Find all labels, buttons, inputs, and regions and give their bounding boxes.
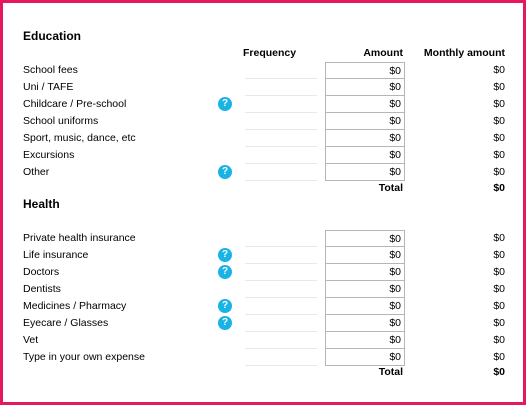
amount-input[interactable]: $0 <box>325 230 405 247</box>
expense-label: Dentists <box>23 283 61 295</box>
expense-label: Medicines / Pharmacy <box>23 300 127 312</box>
monthly-amount-value: $0 <box>493 317 505 329</box>
monthly-amount-value: $0 <box>493 81 505 93</box>
expense-row-vet: Vet $0 $0 <box>3 332 526 349</box>
amount-column-header: Amount <box>363 47 403 59</box>
frequency-select[interactable] <box>245 315 317 332</box>
expense-row-private-health-insurance: Private health insurance $0 $0 <box>3 230 526 247</box>
expense-label: Eyecare / Glasses <box>23 317 109 329</box>
amount-input[interactable]: $0 <box>325 281 405 298</box>
frequency-select[interactable] <box>245 349 317 366</box>
expense-label: Sport, music, dance, etc <box>23 132 136 144</box>
monthly-amount-value: $0 <box>493 132 505 144</box>
frequency-select[interactable] <box>245 281 317 298</box>
frequency-select[interactable] <box>245 147 317 164</box>
help-icon[interactable]: ? <box>218 165 232 179</box>
expense-row-eyecare-glasses: Eyecare / Glasses? $0 $0 <box>3 315 526 332</box>
amount-input[interactable]: $0 <box>325 164 405 181</box>
frequency-select[interactable] <box>245 130 317 147</box>
monthly-amount-value: $0 <box>493 98 505 110</box>
frequency-select[interactable] <box>245 113 317 130</box>
expense-label: Vet <box>23 334 39 346</box>
expense-row-childcare-pre-school: Childcare / Pre-school? $0 $0 <box>3 96 526 113</box>
frequency-select[interactable] <box>245 96 317 113</box>
expense-label: Type in your own expense <box>23 351 145 363</box>
education-total-row: Total $0 <box>3 180 526 196</box>
expense-row-doctors: Doctors? $0 $0 <box>3 264 526 281</box>
expense-row-school-uniforms: School uniforms $0 $0 <box>3 113 526 130</box>
expense-label: Life insurance <box>23 249 89 261</box>
education-section-title: Education <box>23 29 82 43</box>
expense-row-life-insurance: Life insurance? $0 $0 <box>3 247 526 264</box>
amount-input[interactable]: $0 <box>325 113 405 130</box>
expense-label: Private health insurance <box>23 232 136 244</box>
education-total-value: $0 <box>493 182 505 194</box>
amount-input[interactable]: $0 <box>325 147 405 164</box>
expense-row-type-in-your-own-expense: Type in your own expense $0 $0 <box>3 349 526 366</box>
monthly-amount-value: $0 <box>493 149 505 161</box>
expense-label: School fees <box>23 64 78 76</box>
health-total-value: $0 <box>493 366 505 378</box>
monthly-amount-value: $0 <box>493 232 505 244</box>
expense-label: Childcare / Pre-school <box>23 98 127 110</box>
amount-input[interactable]: $0 <box>325 349 405 366</box>
frequency-select[interactable] <box>245 79 317 96</box>
expense-row-dentists: Dentists $0 $0 <box>3 281 526 298</box>
help-icon[interactable]: ? <box>218 248 232 262</box>
expense-row-uni-tafe: Uni / TAFE $0 $0 <box>3 79 526 96</box>
monthly-amount-value: $0 <box>493 64 505 76</box>
help-icon[interactable]: ? <box>218 265 232 279</box>
monthly-amount-value: $0 <box>493 266 505 278</box>
monthly-amount-value: $0 <box>493 249 505 261</box>
monthly-amount-value: $0 <box>493 334 505 346</box>
amount-input[interactable]: $0 <box>325 247 405 264</box>
expense-label: Doctors <box>23 266 60 278</box>
frequency-select[interactable] <box>245 332 317 349</box>
expense-label: School uniforms <box>23 115 99 127</box>
frequency-column-header: Frequency <box>243 47 297 59</box>
monthly-column-header: Monthly amount <box>423 47 505 59</box>
expense-row-medicines-pharmacy: Medicines / Pharmacy? $0 $0 <box>3 298 526 315</box>
frequency-select[interactable] <box>245 164 317 181</box>
frequency-select[interactable] <box>245 230 317 247</box>
expense-label: Other <box>23 166 50 178</box>
monthly-amount-value: $0 <box>493 300 505 312</box>
help-icon[interactable]: ? <box>218 316 232 330</box>
monthly-amount-value: $0 <box>493 351 505 363</box>
help-icon[interactable]: ? <box>218 97 232 111</box>
health-total-row: Total $0 <box>3 364 526 380</box>
expense-label: Uni / TAFE <box>23 81 74 93</box>
amount-input[interactable]: $0 <box>325 298 405 315</box>
amount-input[interactable]: $0 <box>325 96 405 113</box>
frequency-select[interactable] <box>245 298 317 315</box>
monthly-amount-value: $0 <box>493 283 505 295</box>
frequency-select[interactable] <box>245 264 317 281</box>
health-section-title: Health <box>23 197 60 211</box>
help-icon[interactable]: ? <box>218 299 232 313</box>
frequency-select[interactable] <box>245 62 317 79</box>
education-total-label: Total <box>378 182 403 194</box>
expense-label: Excursions <box>23 149 75 161</box>
expense-row-excursions: Excursions $0 $0 <box>3 147 526 164</box>
monthly-amount-value: $0 <box>493 115 505 127</box>
amount-input[interactable]: $0 <box>325 130 405 147</box>
amount-input[interactable]: $0 <box>325 79 405 96</box>
amount-input[interactable]: $0 <box>325 332 405 349</box>
expense-row-other: Other? $0 $0 <box>3 164 526 181</box>
amount-input[interactable]: $0 <box>325 62 405 79</box>
frequency-select[interactable] <box>245 247 317 264</box>
expense-row-school-fees: School fees $0 $0 <box>3 62 526 79</box>
monthly-amount-value: $0 <box>493 166 505 178</box>
amount-input[interactable]: $0 <box>325 315 405 332</box>
health-total-label: Total <box>378 366 403 378</box>
expense-row-sport-music-dance-etc: Sport, music, dance, etc $0 $0 <box>3 130 526 147</box>
amount-input[interactable]: $0 <box>325 264 405 281</box>
